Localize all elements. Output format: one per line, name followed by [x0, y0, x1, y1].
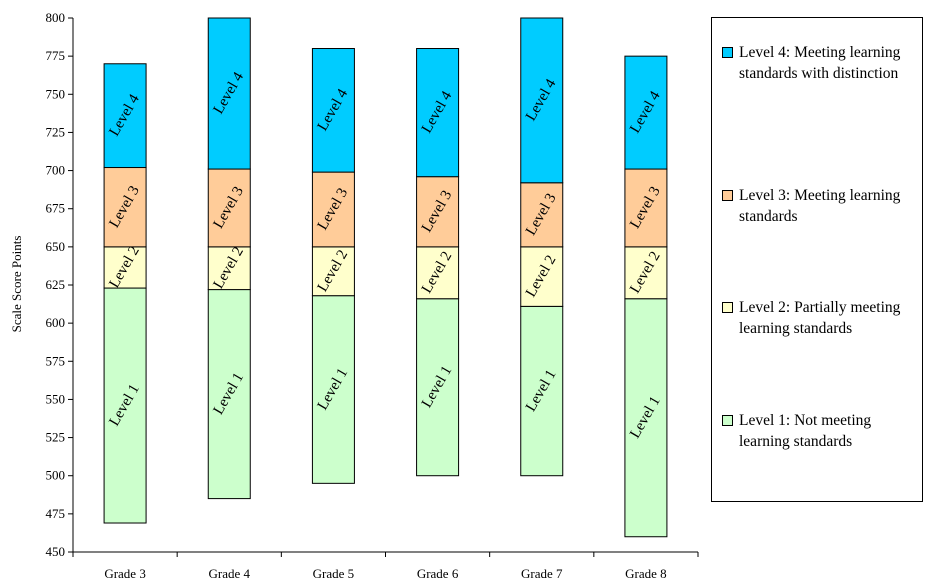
x-tick-label: Grade 8: [625, 566, 667, 581]
y-tick-label: 500: [46, 468, 66, 483]
bar-segment: [520, 182, 564, 248]
y-axis-label: Scale Score Points: [9, 236, 24, 333]
y-tick-label: 575: [46, 353, 66, 368]
y-tick-label: 775: [46, 48, 66, 63]
legend-swatch-level-3: [722, 190, 733, 201]
x-tick-label: Grade 3: [104, 566, 146, 581]
legend-label-level-4: Level 4: Meeting learning standards with…: [739, 44, 901, 82]
legend-item-level-4: Level 4: Meeting learning standards with…: [722, 42, 918, 84]
y-tick-label: 725: [46, 124, 66, 139]
legend-item-level-2: Level 2: Partially meeting learning stan…: [722, 297, 918, 339]
bar-segment: [311, 246, 355, 297]
y-tick-label: 700: [46, 163, 66, 178]
legend-label-level-3: Level 3: Meeting learning standards: [739, 187, 901, 225]
bar-segment: [207, 17, 251, 170]
legend-swatch-level-1: [722, 415, 733, 426]
y-tick-label: 525: [46, 430, 66, 445]
plot-area: 450 475 500 525 550 575 600 625 650 675 700 725 750 7…: [46, 10, 699, 581]
bar-segment: [311, 48, 355, 173]
legend-label-level-2: Level 2: Partially meeting learning stan…: [739, 299, 901, 337]
y-tick-label: 675: [46, 201, 66, 216]
legend-label-level-1: Level 1: Not meeting learning standards: [739, 412, 872, 450]
y-tick-label: 800: [46, 10, 66, 25]
legend: Level 4: Meeting learning standards with…: [711, 17, 923, 502]
bar-segment: [207, 289, 251, 500]
bar-segment: [624, 246, 668, 300]
bar-segment: [520, 305, 564, 477]
y-tick-label: 600: [46, 315, 66, 330]
y-tick-label: 625: [46, 277, 66, 292]
bar-segment: [416, 48, 460, 178]
bar-segment: [416, 298, 460, 477]
bar-segment: [103, 167, 147, 248]
legend-swatch-level-4: [722, 47, 733, 58]
bar-segment: [520, 246, 564, 307]
bar-segment: [207, 168, 251, 248]
legend-swatch-level-2: [722, 302, 733, 313]
legend-item-level-1: Level 1: Not meeting learning standards: [722, 410, 918, 452]
bar-segment: [520, 17, 564, 184]
y-tick-label: 475: [46, 506, 66, 521]
x-tick-label: Grade 5: [313, 566, 355, 581]
bar-segment: [207, 246, 251, 291]
x-tick-label: Grade 4: [208, 566, 250, 581]
x-tick-label: Grade 6: [417, 566, 459, 581]
bar-segment: [416, 176, 460, 248]
x-tick-label: Grade 7: [521, 566, 563, 581]
bar-segment: [103, 63, 147, 169]
y-tick-label: 750: [46, 86, 66, 101]
y-tick-label: 550: [46, 391, 66, 406]
legend-item-level-3: Level 3: Meeting learning standards: [722, 185, 918, 227]
bar-segment: [624, 55, 668, 170]
bar-segment: [624, 298, 668, 538]
y-tick-label: 650: [46, 239, 66, 254]
y-tick-label: 450: [46, 544, 66, 559]
bar-segment: [103, 246, 147, 289]
bar-segment: [103, 287, 147, 524]
